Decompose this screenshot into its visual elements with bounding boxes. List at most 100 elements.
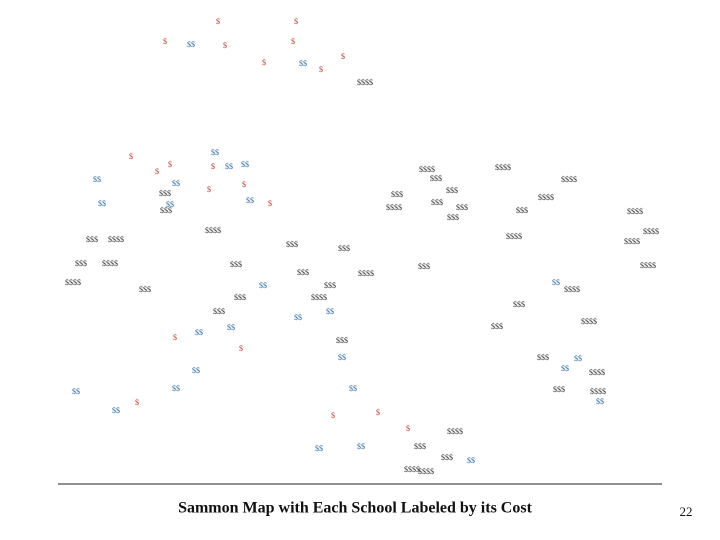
- cost-label: $$$: [446, 186, 458, 195]
- slide-title: Sammon Map with Each School Labeled by i…: [178, 500, 532, 517]
- cost-label: $$: [561, 364, 569, 373]
- cost-label: $$: [98, 199, 106, 208]
- cost-label: $$$$: [386, 203, 402, 212]
- cost-label: $$$$: [590, 387, 606, 396]
- cost-label: $$$: [513, 300, 525, 309]
- cost-label: $$$: [324, 281, 336, 290]
- cost-label: $$$$: [589, 368, 605, 377]
- cost-label: $$$: [338, 244, 350, 253]
- cost-label: $: [341, 52, 345, 61]
- cost-label: $$$$: [447, 427, 463, 436]
- cost-label: $$$$: [108, 235, 124, 244]
- cost-label: $$: [112, 406, 120, 415]
- cost-label: $: [155, 167, 159, 176]
- cost-label: $$: [72, 387, 80, 396]
- cost-label: $$$: [516, 206, 528, 215]
- cost-label: $$$: [160, 206, 172, 215]
- cost-label: $$$: [230, 260, 242, 269]
- cost-label: $$$: [441, 453, 453, 462]
- cost-label: $$$$: [564, 285, 580, 294]
- cost-label: $$$: [431, 198, 443, 207]
- cost-label: $$$: [159, 189, 171, 198]
- cost-label: $$: [241, 160, 249, 169]
- cost-label: $: [173, 333, 177, 342]
- cost-label: $$$: [139, 285, 151, 294]
- cost-label: $$$: [537, 353, 549, 362]
- cost-label: $: [294, 17, 298, 26]
- cost-label: $: [291, 37, 295, 46]
- cost-label: $: [163, 37, 167, 46]
- cost-label: $$$$: [311, 293, 327, 302]
- page-number: 22: [680, 504, 693, 519]
- cost-label: $: [211, 162, 215, 171]
- cost-label: $$: [596, 397, 604, 406]
- cost-label: $$$$: [419, 165, 435, 174]
- cost-label: $$$: [391, 190, 403, 199]
- cost-label: $$$$: [102, 259, 118, 268]
- cost-label: $$$$: [624, 237, 640, 246]
- cost-label: $$: [259, 281, 267, 290]
- cost-label: $$$$: [640, 261, 656, 270]
- cost-label: $$: [227, 323, 235, 332]
- cost-label: $$$: [75, 259, 87, 268]
- cost-label: $$: [192, 366, 200, 375]
- cost-label: $$: [574, 354, 582, 363]
- cost-label: $: [242, 180, 246, 189]
- cost-label: $$$: [213, 307, 225, 316]
- cost-label: $: [239, 344, 243, 353]
- cost-label: $$$: [553, 385, 565, 394]
- cost-label: $$$$: [538, 193, 554, 202]
- cost-label: $: [129, 152, 133, 161]
- cost-label: $$$: [286, 240, 298, 249]
- cost-label: $$$: [430, 174, 442, 183]
- cost-label: $$$: [418, 262, 430, 271]
- cost-label: $$$$: [357, 78, 373, 87]
- cost-label: $: [216, 17, 220, 26]
- cost-label: $$: [246, 196, 254, 205]
- cost-label: $: [168, 160, 172, 169]
- cost-label: $$: [187, 40, 195, 49]
- cost-label: $$$: [336, 336, 348, 345]
- cost-label: $$: [225, 162, 233, 171]
- cost-label: $$: [326, 307, 334, 316]
- cost-label: $$: [357, 442, 365, 451]
- cost-label: $$$$: [205, 226, 221, 235]
- cost-label: $: [406, 424, 410, 433]
- cost-label: $: [223, 41, 227, 50]
- cost-label: $: [268, 199, 272, 208]
- cost-label: $$: [349, 384, 357, 393]
- cost-label: $$: [195, 328, 203, 337]
- cost-label: $$: [172, 179, 180, 188]
- cost-label: $$$$: [418, 467, 434, 476]
- cost-label: $$$$: [627, 207, 643, 216]
- cost-label: $: [319, 65, 323, 74]
- cost-label: $$$: [86, 235, 98, 244]
- cost-label: $$$$: [581, 317, 597, 326]
- cost-label: $: [135, 398, 139, 407]
- cost-label: $$: [467, 456, 475, 465]
- cost-label: $$$$: [358, 269, 374, 278]
- cost-label: $: [262, 58, 266, 67]
- cost-label: $: [331, 411, 335, 420]
- cost-label: $$: [93, 175, 101, 184]
- cost-label: $$$: [414, 442, 426, 451]
- cost-label: $$$: [456, 203, 468, 212]
- cost-label: $$: [166, 200, 174, 209]
- cost-label: $$$$: [561, 175, 577, 184]
- cost-label: $$: [299, 59, 307, 68]
- cost-label: $$$: [234, 293, 246, 302]
- cost-label: $: [207, 185, 211, 194]
- cost-label: $$: [211, 148, 219, 157]
- cost-label: $$: [172, 384, 180, 393]
- cost-label: $$: [315, 444, 323, 453]
- cost-label: $$: [552, 278, 560, 287]
- cost-label: $$: [338, 353, 346, 362]
- cost-label: $$$: [491, 322, 503, 331]
- cost-label: $$$: [297, 268, 309, 277]
- cost-label: $$: [294, 313, 302, 322]
- cost-label: $$$: [447, 213, 459, 222]
- cost-label: $$$$: [495, 163, 511, 172]
- cost-label: $$$$: [506, 232, 522, 241]
